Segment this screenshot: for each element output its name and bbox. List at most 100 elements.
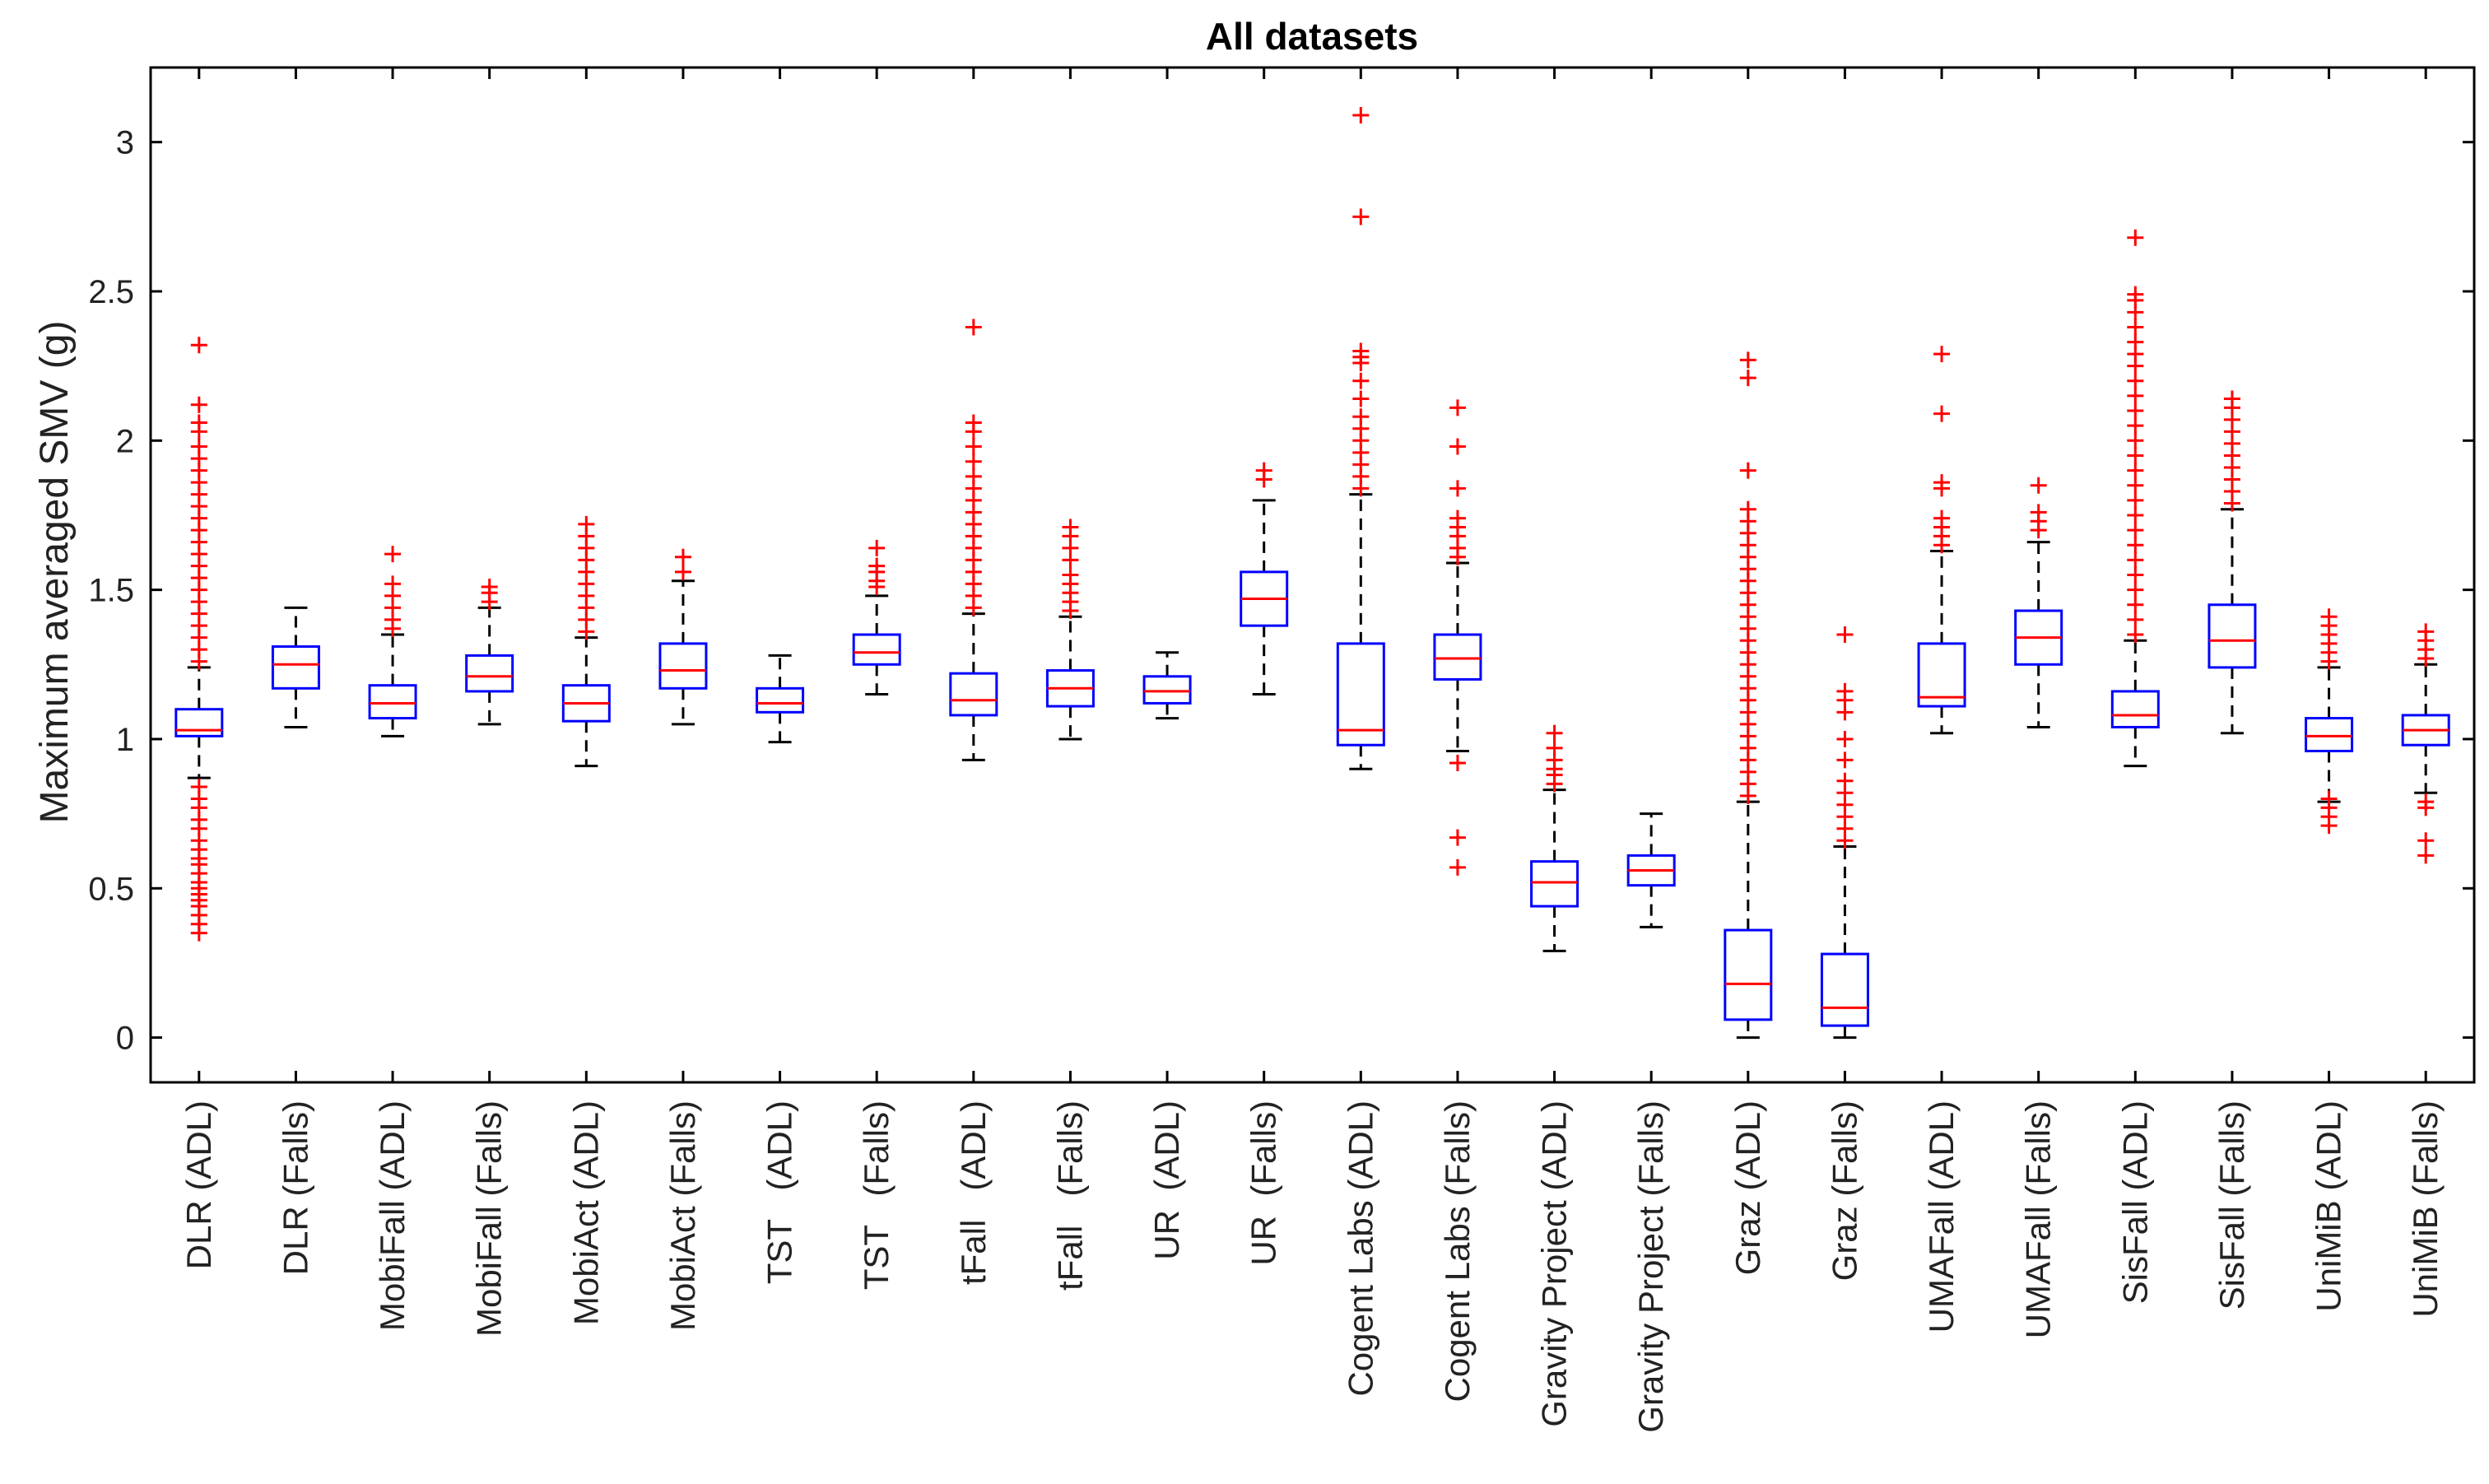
outlier-marker (1449, 829, 1466, 846)
outlier-marker (1739, 370, 1756, 387)
box-group: UMAFall (Falls) (2014, 67, 2063, 1338)
outlier-marker (2127, 551, 2144, 569)
box-group: TST (Falls) (852, 67, 901, 1290)
iqr-box (1917, 642, 1966, 708)
outlier-marker (2127, 611, 2144, 628)
outlier-marker (1449, 480, 1466, 497)
box-group: MobiAct (Falls) (658, 67, 708, 1331)
iqr-box (368, 684, 417, 720)
outlier-marker (1449, 754, 1466, 771)
x-category-label: SisFall (Falls) (2212, 1100, 2251, 1310)
box-group: UR (Falls) (1240, 67, 1289, 1266)
outlier-marker (1546, 724, 1563, 742)
outlier-marker (1739, 462, 1756, 479)
outlier-marker (1836, 730, 1854, 747)
x-category-label: Graz (Falls) (1825, 1100, 1863, 1281)
iqr-box (1530, 860, 1579, 908)
iqr-box (174, 708, 224, 737)
outlier-marker (2127, 491, 2144, 509)
box-group: MobiFall (Falls) (465, 67, 514, 1337)
outlier-marker (1255, 462, 1272, 479)
outlier-marker (2417, 623, 2435, 640)
outlier-marker (1933, 405, 1951, 422)
x-category-label: Cogent Labs (ADL) (1341, 1100, 1379, 1397)
iqr-box (658, 642, 708, 690)
box-group: UMAFall (ADL) (1917, 67, 1966, 1333)
box-group: Graz (Falls) (1820, 67, 1869, 1281)
iqr-box (2208, 603, 2257, 669)
box-group: Cogent Labs (Falls) (1433, 67, 1482, 1403)
iqr-box (852, 633, 901, 666)
outlier-marker (1352, 342, 1370, 360)
outlier-marker (2417, 832, 2435, 849)
iqr-box (271, 645, 320, 690)
outlier-marker (2030, 504, 2047, 521)
box-group: Gravity Project (Falls) (1626, 67, 1676, 1433)
x-category-label: DLR (ADL) (179, 1100, 218, 1269)
outlier-marker (2223, 390, 2240, 407)
x-category-label: UMAFall (ADL) (1922, 1100, 1961, 1333)
x-category-label: Cogent Labs (Falls) (1438, 1100, 1477, 1403)
x-category-label: MobiAct (Falls) (663, 1100, 702, 1331)
outlier-marker (481, 579, 498, 596)
x-category-label: MobiFall (Falls) (470, 1100, 509, 1337)
iqr-box (1142, 675, 1192, 705)
outlier-marker (2127, 387, 2144, 404)
outlier-marker (2320, 790, 2338, 807)
x-category-label: tFall (Falls) (1050, 1100, 1089, 1291)
x-category-label: UniMiB (ADL) (2310, 1100, 2348, 1312)
outlier-marker (1449, 399, 1466, 416)
iqr-box (1724, 928, 1773, 1021)
y-tick-label: 3 (116, 125, 134, 161)
outlier-marker (2127, 432, 2144, 449)
outlier-marker (2127, 402, 2144, 420)
outlier-marker (2127, 319, 2144, 336)
outlier-marker (2417, 847, 2435, 864)
outlier-marker (2417, 793, 2435, 811)
box-group: MobiFall (ADL) (368, 67, 417, 1331)
x-category-label: UR (Falls) (1244, 1100, 1283, 1266)
x-category-label: Graz (ADL) (1728, 1100, 1767, 1275)
x-category-label: UR (ADL) (1147, 1100, 1186, 1260)
y-tick-label: 0.5 (88, 871, 134, 907)
outlier-marker (578, 515, 595, 533)
outlier-marker (868, 557, 886, 575)
box-group: tFall (Falls) (1045, 67, 1095, 1291)
outlier-marker (1836, 682, 1854, 700)
outlier-marker (1352, 372, 1370, 389)
x-category-label: UniMiB (Falls) (2406, 1100, 2445, 1318)
box-group: Gravity Project (ADL) (1530, 67, 1579, 1427)
x-category-label: TST (Falls) (857, 1100, 896, 1290)
x-category-label: Gravity Project (ADL) (1535, 1100, 1574, 1427)
y-tick-label: 0 (116, 1021, 134, 1057)
outlier-marker (2127, 626, 2144, 644)
outlier-marker (1352, 107, 1370, 124)
outlier-marker (1933, 474, 1951, 491)
outlier-marker (2127, 286, 2144, 303)
iqr-box (1433, 633, 1482, 681)
x-category-label: DLR (Falls) (276, 1100, 314, 1275)
outlier-marker (965, 453, 982, 470)
y-tick-label: 2.5 (88, 274, 134, 310)
y-axis-label: Maximum averaged SMV (g) (33, 321, 77, 824)
x-category-label: MobiAct (ADL) (566, 1100, 605, 1325)
y-tick-label: 1.5 (88, 573, 134, 609)
box-group: DLR (Falls) (271, 67, 320, 1275)
outlier-marker (384, 575, 402, 593)
box-group: MobiAct (ADL) (561, 67, 611, 1325)
axes-frame (149, 66, 2476, 1084)
outlier-marker (1933, 509, 1951, 527)
outlier-marker (2127, 506, 2144, 523)
box-group: Graz (ADL) (1724, 67, 1773, 1275)
x-category-label: TST (ADL) (761, 1100, 799, 1284)
outlier-marker (965, 438, 982, 455)
box-group: UniMiB (Falls) (2401, 67, 2450, 1318)
outlier-marker (2127, 447, 2144, 464)
outlier-marker (1933, 346, 1951, 363)
x-category-label: UMAFall (Falls) (2019, 1100, 2058, 1338)
outlier-marker (1836, 772, 1854, 789)
outlier-marker (965, 414, 982, 431)
outlier-marker (2127, 333, 2144, 351)
outlier-marker (2127, 372, 2144, 389)
chart-title: All datasets (1206, 15, 1418, 58)
